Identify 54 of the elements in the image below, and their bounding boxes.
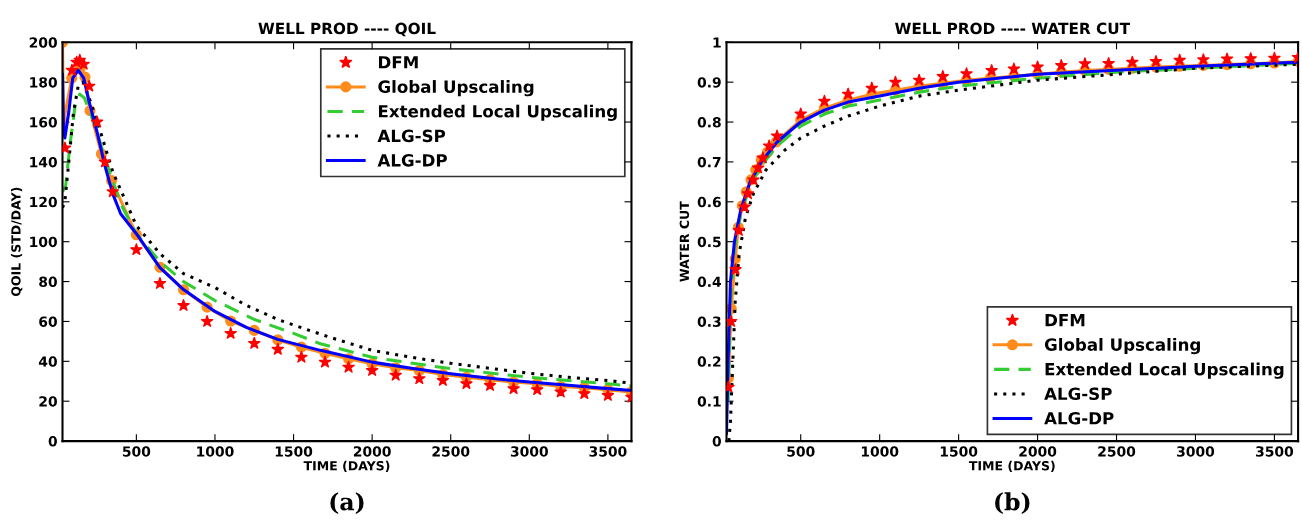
y-axis-title: WATER CUT bbox=[679, 201, 690, 282]
legend-label: DFM bbox=[378, 56, 418, 69]
x-tick-label: 3000 bbox=[1177, 446, 1215, 457]
x-tick-label: 2000 bbox=[1019, 446, 1057, 457]
y-tick-label: 100 bbox=[30, 236, 57, 248]
x-tick-label: 2000 bbox=[353, 446, 391, 457]
text: (a) bbox=[330, 492, 364, 514]
x-tick-label: 2500 bbox=[1098, 446, 1136, 457]
x-axis-title: TIME (DAYS) bbox=[303, 460, 390, 472]
x-tick-label: 1500 bbox=[275, 446, 313, 457]
y-tick-label: 120 bbox=[30, 196, 57, 208]
x-tick-label: 1500 bbox=[940, 446, 978, 457]
y-tick-label: 140 bbox=[30, 156, 57, 168]
y-tick-label: 0.2 bbox=[697, 356, 721, 367]
y-tick-label: 1 bbox=[713, 37, 721, 48]
y-tick-label: 0.8 bbox=[697, 117, 721, 128]
x-tick-label: 500 bbox=[122, 446, 151, 457]
chart-title: WELL PROD ---- QOIL bbox=[258, 22, 436, 37]
chart-title: WELL PROD ---- WATER CUT bbox=[895, 22, 1130, 35]
y-tick-label: 0 bbox=[48, 436, 57, 447]
y-tick-label: 40 bbox=[38, 356, 57, 367]
y-tick-label: 60 bbox=[39, 316, 57, 327]
y-tick-label: 0.1 bbox=[697, 396, 721, 407]
y-tick-label: 20 bbox=[39, 396, 57, 407]
legend-label: ALG-SP bbox=[377, 129, 446, 143]
legend-label: ALG-DP bbox=[377, 154, 447, 167]
legend-label: DFM bbox=[1045, 314, 1085, 327]
y-tick-label: 0.4 bbox=[697, 276, 722, 288]
y-tick-label: 0.9 bbox=[697, 77, 721, 88]
y-tick-label: 200 bbox=[29, 37, 57, 48]
x-axis-title: TIME (DAYS) bbox=[968, 460, 1055, 472]
x-tick-label: 1000 bbox=[861, 446, 899, 457]
y-tick-label: 80 bbox=[39, 276, 57, 288]
x-tick-label: 3000 bbox=[510, 446, 548, 457]
x-tick-label: 500 bbox=[787, 446, 815, 457]
y-tick-label: 160 bbox=[30, 117, 57, 128]
y-tick-label: 180 bbox=[30, 77, 57, 88]
x-tick-label: 1000 bbox=[197, 446, 234, 457]
x-tick-label: 3500 bbox=[589, 446, 627, 457]
y-axis-title: QOIL (STD/DAY) bbox=[11, 187, 23, 297]
y-tick-label: 0.6 bbox=[697, 196, 721, 208]
legend-label: ALG-SP bbox=[1044, 387, 1112, 401]
text: (b) bbox=[995, 492, 1030, 514]
legend-label: Global Upscaling bbox=[1044, 337, 1200, 355]
y-tick-label: 0 bbox=[712, 436, 721, 447]
y-tick-label: 0.5 bbox=[697, 236, 721, 248]
legend-label: Extended Local Upscaling bbox=[378, 104, 617, 121]
legend-label: ALG-DP bbox=[1044, 411, 1114, 425]
legend-label: Global Upscaling bbox=[378, 80, 534, 97]
legend-label: Extended Local Upscaling bbox=[1045, 362, 1284, 379]
y-tick-label: 0.7 bbox=[697, 156, 721, 168]
x-tick-label: 3500 bbox=[1256, 446, 1294, 457]
x-tick-label: 2500 bbox=[432, 446, 470, 457]
y-tick-label: 0.3 bbox=[697, 316, 721, 327]
